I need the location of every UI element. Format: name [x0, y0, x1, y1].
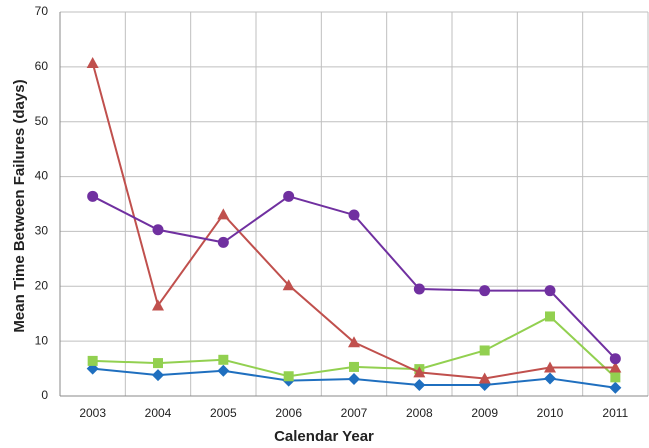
- marker: [413, 283, 425, 295]
- marker: [544, 285, 556, 297]
- marker: [349, 361, 359, 372]
- y-tick-label: 0: [41, 388, 48, 402]
- marker: [413, 366, 426, 378]
- x-tick-label: 2006: [275, 406, 302, 420]
- x-tick-label: 2009: [471, 406, 498, 420]
- marker: [87, 190, 99, 202]
- x-axis-title: Calendar Year: [274, 428, 374, 445]
- marker: [217, 364, 230, 377]
- y-tick-label: 70: [35, 4, 49, 18]
- marker: [609, 353, 621, 365]
- marker: [283, 371, 294, 382]
- y-tick-label: 10: [35, 333, 49, 347]
- marker: [153, 358, 163, 369]
- marker: [348, 372, 360, 385]
- marker: [544, 361, 556, 373]
- series-line: [92, 195, 617, 360]
- y-axis-title: Mean Time Between Failures (days): [11, 79, 28, 332]
- marker: [217, 208, 230, 220]
- marker: [283, 190, 295, 202]
- marker: [152, 224, 164, 236]
- x-tick-label: 2008: [406, 406, 433, 420]
- series-line: [91, 62, 616, 380]
- x-tick-label: 2005: [210, 406, 237, 420]
- marker: [87, 355, 98, 366]
- marker: [479, 345, 490, 356]
- y-tick-label: 50: [35, 114, 49, 128]
- y-tick-label: 20: [35, 278, 49, 292]
- x-tick-label: 2011: [602, 406, 628, 420]
- marker: [152, 299, 164, 311]
- marker: [152, 369, 164, 382]
- y-tick-label: 30: [35, 224, 49, 238]
- y-tick-label: 60: [35, 59, 49, 73]
- marker: [413, 379, 426, 392]
- marker: [348, 209, 360, 221]
- x-tick-label: 2003: [79, 406, 106, 420]
- marker: [478, 372, 491, 384]
- marker: [218, 354, 229, 365]
- marker: [609, 381, 622, 394]
- x-tick-label: 2004: [145, 406, 172, 420]
- marker: [544, 372, 556, 385]
- x-tick-label: 2010: [537, 406, 564, 420]
- y-tick-label: 40: [35, 169, 49, 183]
- marker: [348, 336, 360, 348]
- marker: [610, 372, 621, 383]
- marker: [282, 279, 295, 291]
- marker: [86, 57, 99, 69]
- marker: [609, 361, 622, 373]
- marker: [545, 311, 555, 322]
- marker: [479, 285, 491, 297]
- x-tick-label: 2007: [341, 406, 368, 420]
- marker: [217, 236, 229, 248]
